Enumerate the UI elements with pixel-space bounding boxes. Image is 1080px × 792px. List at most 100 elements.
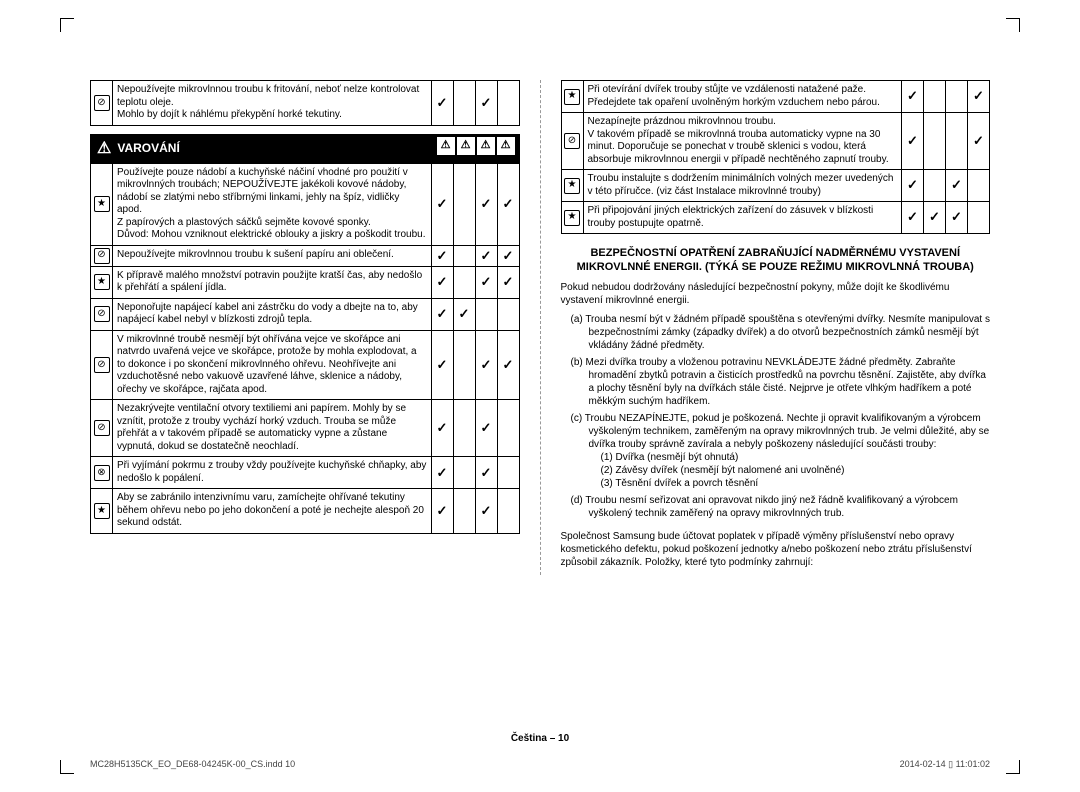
check-cell: ✓ <box>431 330 453 400</box>
lettered-subitem: (1) Dvířka (nesmějí být ohnutá) <box>589 451 991 464</box>
row-text: Aby se zabránilo intenzivnímu varu, zamí… <box>113 489 432 534</box>
row-icon-cell: ★ <box>91 489 113 534</box>
check-cell: ✓ <box>431 81 453 126</box>
check-cell: ✓ <box>968 113 990 170</box>
row-text: Při vyjímání pokrmu z trouby vždy použív… <box>113 457 432 489</box>
prohibit-icon: ⊘ <box>94 357 110 373</box>
warning-header: ⚠ VAROVÁNÍ <box>91 135 431 163</box>
row-icon-cell: ★ <box>561 202 583 234</box>
hazard-icon: ⚠ <box>477 137 495 155</box>
check-cell <box>924 170 946 202</box>
table-row: ⊘Nepoužívejte mikrovlnnou troubu k sušen… <box>91 245 520 266</box>
row-text: Při připojování jiných elektrických zaří… <box>583 202 902 234</box>
check-cell: ✓ <box>475 457 497 489</box>
lettered-item: (a) Trouba nesmí být v žádném případě sp… <box>561 313 991 352</box>
check-cell: ✓ <box>902 81 924 113</box>
table-row: ★Při otevírání dvířek trouby stůjte ve v… <box>561 81 990 113</box>
check-cell: ✓ <box>497 245 519 266</box>
nohand-icon: ⊗ <box>94 465 110 481</box>
check-cell: ✓ <box>968 81 990 113</box>
check-cell: ✓ <box>431 163 453 245</box>
star-icon: ★ <box>564 89 580 105</box>
check-cell: ✓ <box>431 489 453 534</box>
check-cell <box>497 400 519 457</box>
star-icon: ★ <box>94 503 110 519</box>
lettered-item: (b) Mezi dvířka trouby a vloženou potrav… <box>561 356 991 408</box>
check-cell: ✓ <box>497 266 519 298</box>
closing-text: Společnost Samsung bude účtovat poplatek… <box>561 530 991 569</box>
lettered-item: (d) Troubu nesmí seřizovat ani opravovat… <box>561 494 991 520</box>
page-content: ⊘Nepoužívejte mikrovlnnou troubu k frito… <box>90 80 990 575</box>
row-icon-cell: ★ <box>91 266 113 298</box>
right-table: ★Při otevírání dvířek trouby stůjte ve v… <box>561 80 991 234</box>
check-cell: ✓ <box>924 202 946 234</box>
check-cell: ✓ <box>902 202 924 234</box>
check-cell: ✓ <box>431 266 453 298</box>
check-cell <box>453 81 475 126</box>
check-cell <box>453 266 475 298</box>
check-cell: ✓ <box>475 266 497 298</box>
warning-title: VAROVÁNÍ <box>117 141 179 156</box>
check-cell <box>453 400 475 457</box>
row-icon-cell: ★ <box>561 81 583 113</box>
row-icon-cell: ⊘ <box>91 245 113 266</box>
check-cell: ✓ <box>475 489 497 534</box>
check-cell: ✓ <box>497 330 519 400</box>
row-text: V mikrovlnné troubě nesmějí být ohřívána… <box>113 330 432 400</box>
left-top-table: ⊘Nepoužívejte mikrovlnnou troubu k frito… <box>90 80 520 126</box>
left-warning-table: ⚠ VAROVÁNÍ ⚠ ⚠ ⚠ ⚠ ★Používejte pouze <box>90 134 520 534</box>
warning-header-row: ⚠ VAROVÁNÍ ⚠ ⚠ ⚠ ⚠ <box>91 134 520 163</box>
table-row: ⊗Při vyjímání pokrmu z trouby vždy použí… <box>91 457 520 489</box>
hazard-icon: ⚠ <box>497 137 515 155</box>
star-icon: ★ <box>94 196 110 212</box>
table-row: ⊘Nezapínejte prázdnou mikrovlnnou troubu… <box>561 113 990 170</box>
row-text: Při otevírání dvířek trouby stůjte ve vz… <box>583 81 902 113</box>
row-icon-cell: ★ <box>91 163 113 245</box>
row-icon-cell: ⊘ <box>561 113 583 170</box>
row-icon-cell: ⊗ <box>91 457 113 489</box>
prohibit-icon: ⊘ <box>94 306 110 322</box>
check-cell <box>497 298 519 330</box>
check-cell <box>946 113 968 170</box>
check-cell <box>453 457 475 489</box>
check-cell <box>497 81 519 126</box>
right-column: ★Při otevírání dvířek trouby stůjte ve v… <box>561 80 991 575</box>
row-icon-cell: ⊘ <box>91 298 113 330</box>
star-icon: ★ <box>94 274 110 290</box>
check-cell <box>453 245 475 266</box>
lettered-subitem: (2) Závěsy dvířek (nesmějí být nalomené … <box>589 464 991 477</box>
page-number: Čeština – 10 <box>90 733 990 744</box>
row-icon-cell: ⊘ <box>91 81 113 126</box>
table-row: ★Aby se zabránilo intenzivnímu varu, zam… <box>91 489 520 534</box>
lettered-list: (a) Trouba nesmí být v žádném případě sp… <box>561 313 991 520</box>
footer-timestamp: 2014-02-14 ▯ 11:01:02 <box>900 759 990 770</box>
row-icon-cell: ⊘ <box>91 400 113 457</box>
table-row: ⊘V mikrovlnné troubě nesmějí být ohříván… <box>91 330 520 400</box>
check-cell: ✓ <box>475 245 497 266</box>
row-text: Nezapínejte prázdnou mikrovlnnou troubu.… <box>583 113 902 170</box>
lettered-item: (c) Troubu NEZAPÍNEJTE, pokud je poškoze… <box>561 412 991 490</box>
row-text: Používejte pouze nádobí a kuchyňské náči… <box>113 163 432 245</box>
check-cell: ✓ <box>453 298 475 330</box>
row-text: Nepoužívejte mikrovlnnou troubu k fritov… <box>113 81 432 126</box>
check-cell: ✓ <box>431 298 453 330</box>
check-cell <box>497 489 519 534</box>
check-cell <box>968 170 990 202</box>
prohibit-icon: ⊘ <box>564 133 580 149</box>
check-cell: ✓ <box>431 400 453 457</box>
prohibit-icon: ⊘ <box>94 248 110 264</box>
check-cell: ✓ <box>431 457 453 489</box>
row-text: K přípravě malého množství potravin použ… <box>113 266 432 298</box>
check-cell: ✓ <box>475 163 497 245</box>
check-cell: ✓ <box>431 245 453 266</box>
left-column: ⊘Nepoužívejte mikrovlnnou troubu k frito… <box>90 80 520 575</box>
check-cell: ✓ <box>475 330 497 400</box>
star-icon: ★ <box>564 178 580 194</box>
star-icon: ★ <box>564 210 580 226</box>
hazard-icon: ⚠ <box>437 137 455 155</box>
lettered-subitem: (3) Těsnění dvířek a povrch těsnění <box>589 477 991 490</box>
safety-intro: Pokud nebudou dodržovány následující bez… <box>561 281 991 307</box>
check-cell: ✓ <box>902 170 924 202</box>
table-row: ⊘Nepoužívejte mikrovlnnou troubu k frito… <box>91 81 520 126</box>
table-row: ★Při připojování jiných elektrických zař… <box>561 202 990 234</box>
